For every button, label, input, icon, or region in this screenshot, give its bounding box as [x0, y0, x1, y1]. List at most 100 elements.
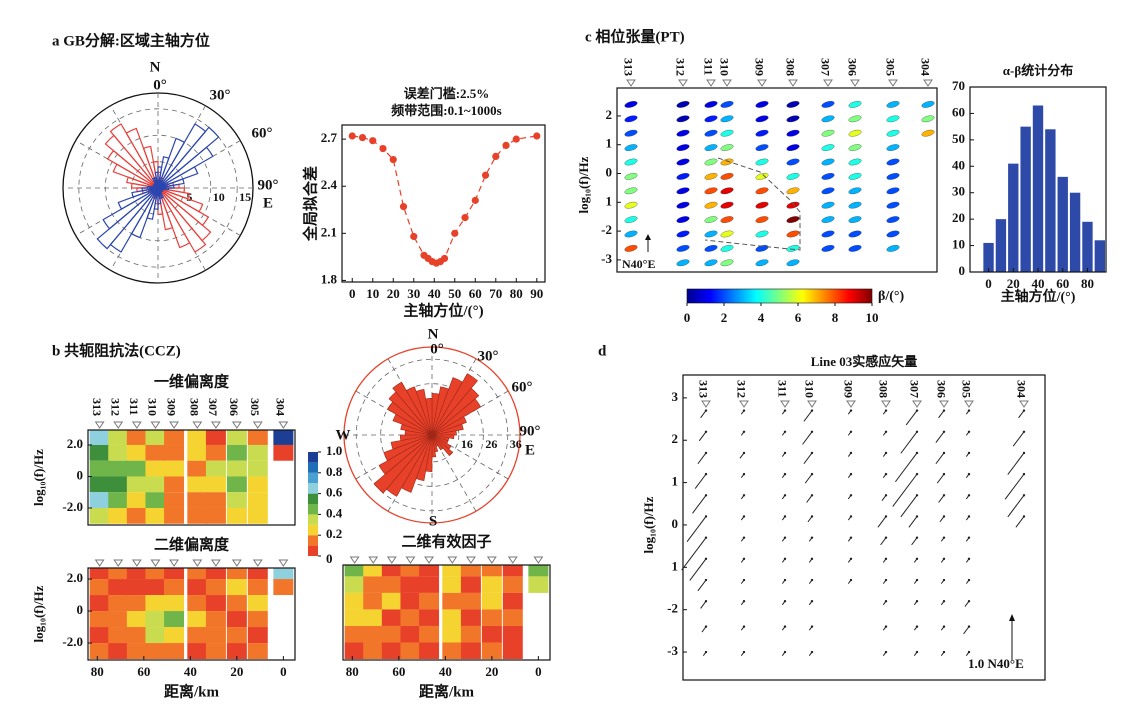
heatmap-cell	[381, 565, 402, 577]
station-label: 313	[621, 58, 635, 76]
heatmap-cell	[460, 592, 481, 610]
colorbar-step	[308, 472, 318, 484]
phase-tensor	[676, 259, 690, 267]
r-tick-label: 16	[461, 437, 473, 451]
heatmap-cells	[89, 568, 294, 660]
station-label: 312	[108, 398, 122, 416]
y-axis-label: log₁₀(f)/Hz	[576, 156, 591, 213]
vector-origin	[915, 557, 919, 561]
petal	[141, 184, 175, 192]
vector-origin	[942, 494, 946, 497]
vector-origin	[942, 578, 946, 582]
station-label: 304	[274, 398, 288, 416]
vector-origin	[884, 625, 888, 628]
colorbar-tick-label: 0.6	[326, 485, 343, 500]
heatmap-cell	[126, 611, 147, 628]
y-tick-label: 50	[952, 131, 965, 146]
phase-tensor	[720, 158, 734, 166]
petal	[431, 423, 464, 436]
colorbar-tick-label: 0.4	[326, 505, 343, 520]
colorbar-tick-label: 0	[326, 551, 333, 566]
heatmap-cell	[460, 625, 481, 643]
vector-origin	[942, 536, 946, 539]
station-marker	[368, 556, 379, 564]
vector-origin	[849, 430, 853, 433]
vector-origin	[810, 451, 814, 455]
phase-tensor	[676, 144, 690, 151]
phase-tensor	[848, 115, 862, 123]
vector-origin	[967, 409, 971, 412]
heatmap-cell	[205, 444, 226, 461]
data-point	[358, 133, 367, 142]
station-marker	[846, 400, 856, 408]
data-point	[492, 152, 500, 160]
induction-vector	[803, 452, 813, 465]
vector-origin	[849, 494, 853, 497]
induction-vector	[1007, 495, 1025, 518]
station-marker	[150, 421, 161, 429]
vector-origin	[849, 536, 853, 539]
heatmap-cell	[108, 595, 129, 612]
station-marker	[701, 400, 711, 408]
heatmap-cell	[363, 625, 384, 643]
x-tick-label: 80	[91, 664, 104, 679]
heatmap-cell	[187, 595, 208, 612]
station-label: 307	[206, 398, 220, 416]
bar	[1045, 129, 1056, 272]
vector-origin	[849, 515, 853, 518]
y-tick-label: 20	[952, 210, 965, 225]
station-marker	[113, 421, 124, 429]
induction-vector	[905, 410, 918, 426]
y-tick-label: 40	[952, 157, 965, 172]
chart-title: α-β统计分布	[1003, 63, 1073, 78]
heatmap-cell	[205, 430, 226, 445]
vector-origin	[915, 472, 919, 476]
vector-origin	[742, 451, 746, 455]
y-tick-label: 2	[606, 107, 613, 122]
induction-vector	[1004, 473, 1025, 500]
phase-tensor	[786, 216, 800, 223]
phase-tensor	[624, 230, 638, 238]
phase-tensor	[886, 216, 900, 223]
vector-origin	[884, 515, 888, 518]
polar-ring	[104, 134, 212, 242]
station-marker	[706, 79, 716, 87]
heatmap-cell	[381, 625, 402, 643]
station-label: 309	[164, 398, 178, 416]
x-tick-label: 20	[387, 286, 400, 301]
petal	[152, 161, 164, 215]
petal	[405, 386, 433, 436]
phase-tensor	[786, 158, 800, 166]
heatmap-cell	[481, 565, 502, 577]
vector-origin	[967, 451, 971, 455]
x-tick-label: 30	[407, 286, 420, 301]
station-label: 313	[90, 398, 104, 416]
phase-tensor	[704, 101, 718, 108]
heatmap-cell	[164, 611, 185, 628]
station-marker	[231, 421, 242, 429]
station-label: 307	[907, 380, 921, 398]
heatmap-cell	[145, 492, 166, 508]
bar	[1082, 221, 1093, 272]
vector-origin	[810, 472, 814, 476]
station-marker	[424, 556, 434, 564]
heatmap-cell	[126, 643, 147, 660]
phase-tensor	[720, 144, 734, 151]
phase-tensor	[848, 158, 862, 166]
data-point	[481, 171, 490, 179]
x-tick-label: 0	[985, 276, 992, 291]
heatmap-cell	[126, 444, 147, 461]
heatmap-cell	[502, 642, 523, 660]
phase-tensor	[624, 245, 638, 252]
petal	[399, 434, 433, 441]
colorbar-step	[308, 524, 318, 536]
phase-tensor	[720, 230, 734, 238]
heatmap-cell	[363, 609, 384, 626]
phase-tensor	[624, 158, 638, 166]
heatmap-cell	[381, 642, 402, 660]
heatmap-cell	[126, 430, 147, 445]
vector-origin	[915, 409, 919, 412]
heatmap-cell	[187, 507, 208, 524]
petal	[142, 145, 174, 231]
vector-origin	[942, 451, 946, 455]
